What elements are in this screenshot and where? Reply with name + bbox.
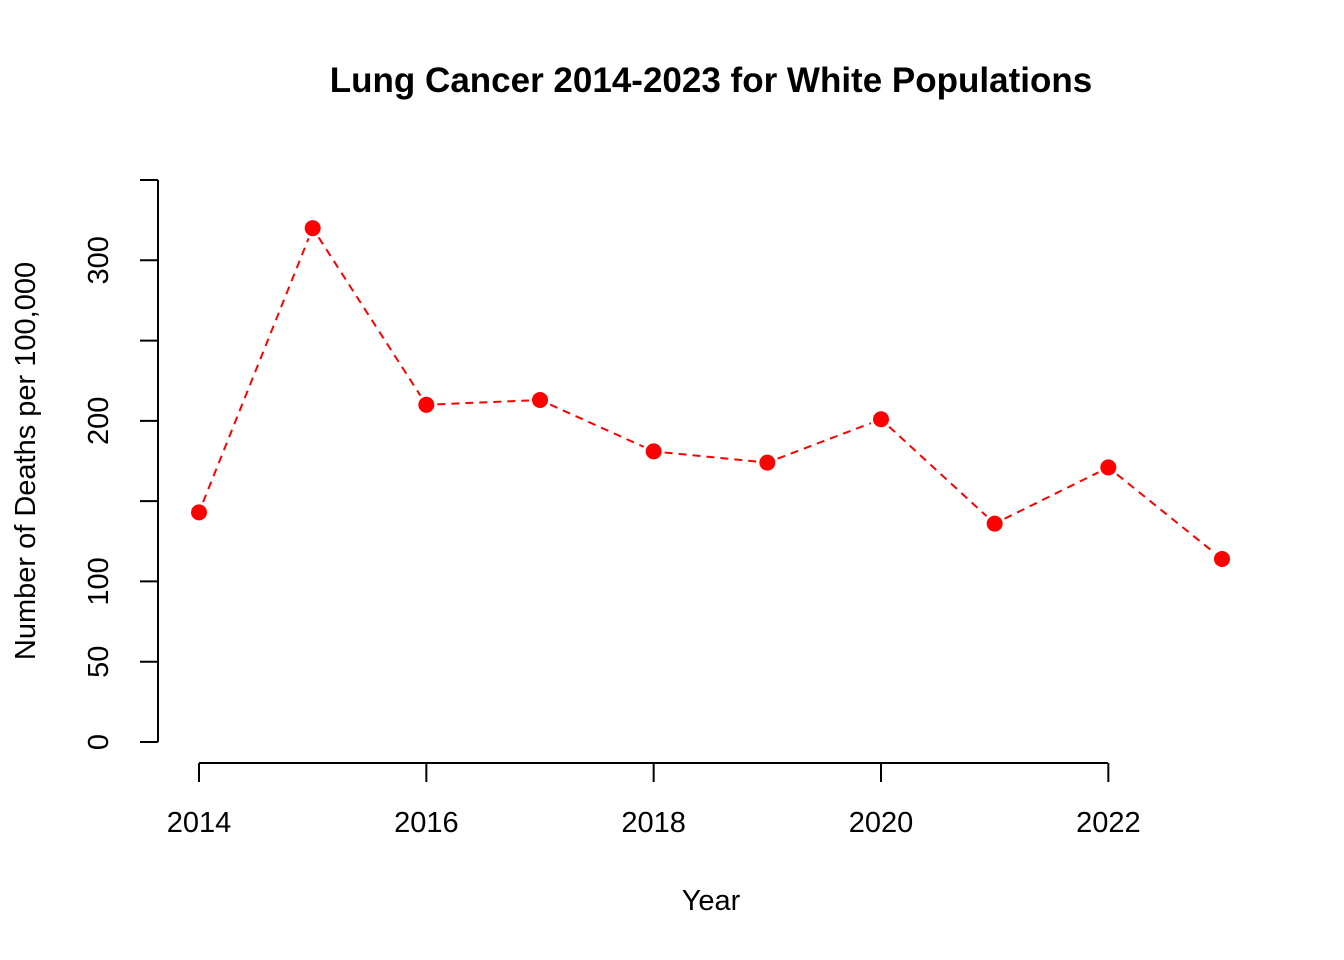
data-point (759, 454, 776, 471)
x-tick-label: 2020 (849, 807, 914, 839)
data-point (645, 443, 662, 460)
series-line-segment (202, 238, 310, 503)
data-point (532, 391, 548, 408)
x-tick-label: 2018 (621, 807, 686, 839)
data-point (418, 396, 435, 413)
series-line-segment (549, 403, 645, 448)
y-axis-label: Number of Deaths per 100,000 (10, 262, 42, 660)
series-line-segment (777, 422, 872, 460)
series-line-segment (888, 425, 988, 517)
data-point (191, 504, 207, 521)
series-line-segment (317, 236, 422, 397)
y-tick-label: 50 (83, 646, 115, 678)
x-tick-label: 2014 (167, 807, 232, 839)
series-line-segment (664, 451, 757, 463)
series-line-segment (1116, 473, 1215, 553)
x-axis: 2014 2016 2018 2020 2022 (167, 762, 1141, 839)
x-axis-label: Year (682, 885, 741, 917)
series-line-layer (202, 236, 1215, 553)
x-tick-label: 2022 (1076, 807, 1141, 839)
points-layer (191, 220, 1230, 567)
series-line-segment (1004, 471, 1099, 520)
data-point (1100, 459, 1117, 476)
data-point (873, 411, 889, 428)
y-tick-label: 100 (83, 557, 115, 605)
data-point (986, 515, 1003, 532)
data-point (1214, 550, 1230, 567)
y-tick-label: 0 (83, 734, 115, 750)
series-line-segment (437, 399, 530, 406)
data-point (304, 220, 321, 237)
y-tick-label: 200 (83, 397, 115, 445)
y-tick-label: 300 (83, 236, 115, 284)
x-tick-label: 2016 (394, 807, 459, 839)
y-axis: 0 50 100 200 300 (83, 179, 159, 750)
chart-title: Lung Cancer 2014-2023 for White Populati… (330, 61, 1092, 100)
